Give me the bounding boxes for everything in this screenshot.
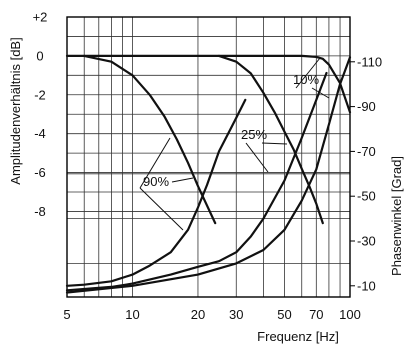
series-phase-10pct [65,56,352,294]
x-tick-label: 50 [277,307,291,322]
x-axis-label: Frequenz [Hz] [257,329,339,344]
annotation-leader-line [139,187,184,231]
y-tick-label-left: -4 [34,126,46,141]
annotation-leader-line [261,142,288,145]
y-tick-label-right: -90 [357,99,376,114]
plot-frame [66,16,351,298]
series-phase-25pct [65,71,328,292]
annotation-leader-line [295,57,321,89]
y-axis-label-left: Amplitudenverhältnis [dB] [8,37,23,184]
annotations: 10% 25% 90% [139,57,330,231]
x-tick-label: 100 [339,307,361,322]
grid [67,17,350,297]
x-tick-label: 30 [229,307,243,322]
y-tick-label-right: -110 [357,54,382,69]
x-tick-label: 20 [191,307,205,322]
y-tick-label-right: -70 [357,144,376,159]
annotation-leader-line [139,137,171,189]
y-tick-label-right: -10 [357,278,376,293]
series-amplitude-90pct [83,54,217,225]
y-tick-label-left: -2 [34,87,46,102]
y-tick-label-right: -30 [357,234,376,249]
series-phase-90pct [65,98,247,287]
tick-labels: 5 10 20 30 50 70 100 +2 0 -2 -4 -6 -8 -110 -90 -70 -50 -3… [33,10,382,323]
x-tick-label: 10 [125,307,139,322]
series-amplitude-10pct [65,54,352,114]
y-tick-label-left: -6 [34,165,46,180]
y-tick-label-left: +2 [33,10,48,25]
annotation-leader-line [245,142,269,173]
x-tick-label: 70 [309,307,323,322]
annotation-leader-line [171,177,194,183]
series-amplitude-25pct [217,54,324,225]
y-axis-label-right: Phasenwinkel [Grad] [389,156,404,276]
annotation-10pct: 10% [293,72,319,87]
annotation-90pct: 90% [143,174,169,189]
curves [65,54,352,294]
y-tick-label-left: 0 [36,48,43,63]
annotation-leader-line [311,87,330,99]
x-tick-label: 5 [63,307,70,322]
y-tick-label-left: -8 [34,204,46,219]
annotation-25pct: 25% [241,127,267,142]
y-tick-label-right: -50 [357,189,376,204]
